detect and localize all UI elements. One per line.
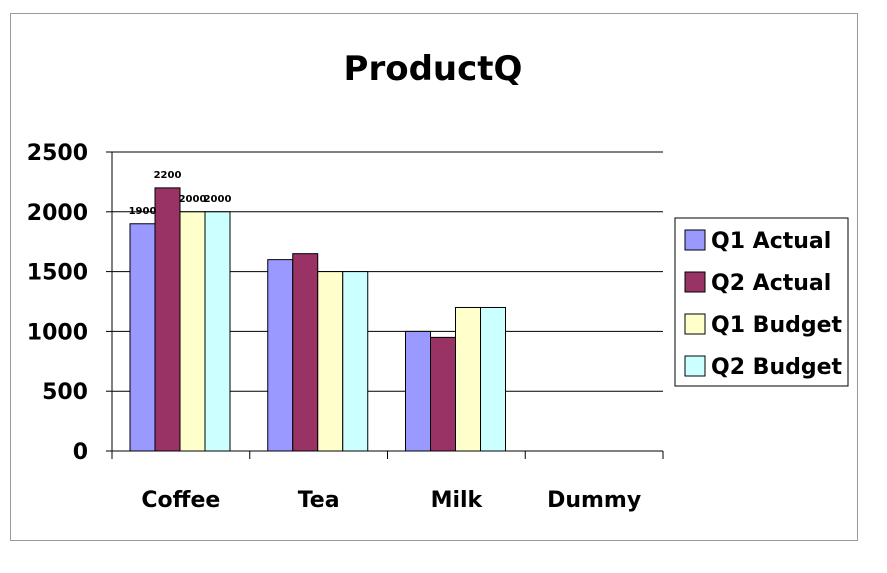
legend-swatch [684, 355, 706, 377]
legend-swatch [684, 313, 706, 335]
y-tick-label: 1500 [27, 261, 88, 286]
bars [129, 187, 506, 452]
y-tick-label: 2000 [27, 201, 88, 226]
data-label: 2200 [154, 170, 182, 181]
x-tick-label: Coffee [141, 488, 220, 513]
bar [154, 187, 181, 452]
x-tick-label: Milk [431, 488, 484, 513]
x-tick-label: Tea [298, 488, 340, 513]
legend-label: Q2 Budget [711, 355, 843, 380]
legend-label: Q1 Budget [711, 313, 843, 338]
bar [430, 336, 456, 452]
bar [129, 223, 156, 452]
legend-label: Q2 Actual [711, 271, 831, 296]
data-label: 2000 [179, 194, 207, 205]
bar [204, 211, 231, 452]
data-label: 1900 [129, 206, 157, 217]
legend-swatch [684, 271, 706, 293]
y-tick-label: 0 [73, 440, 88, 465]
bar [317, 271, 344, 452]
chart-title: ProductQ [344, 49, 523, 89]
legend-swatch [684, 229, 706, 251]
y-tick-label: 500 [42, 380, 88, 405]
x-tick-label: Dummy [547, 488, 641, 513]
bar [342, 271, 369, 452]
bar [405, 330, 431, 452]
bar [267, 259, 294, 452]
bar [455, 306, 481, 452]
data-label: 2000 [204, 194, 232, 205]
y-tick-label: 1000 [27, 320, 88, 345]
bar [292, 253, 319, 452]
bar [480, 306, 506, 452]
y-tick-label: 2500 [27, 141, 88, 166]
legend: Q1 Actual Q2 Actual Q1 Budget Q2 Budget [674, 217, 849, 387]
bar [179, 211, 206, 452]
axes: 0 500 1000 1500 2000 2500 Coffee Tea Milk Dummy [27, 141, 664, 513]
legend-label: Q1 Actual [711, 229, 831, 254]
